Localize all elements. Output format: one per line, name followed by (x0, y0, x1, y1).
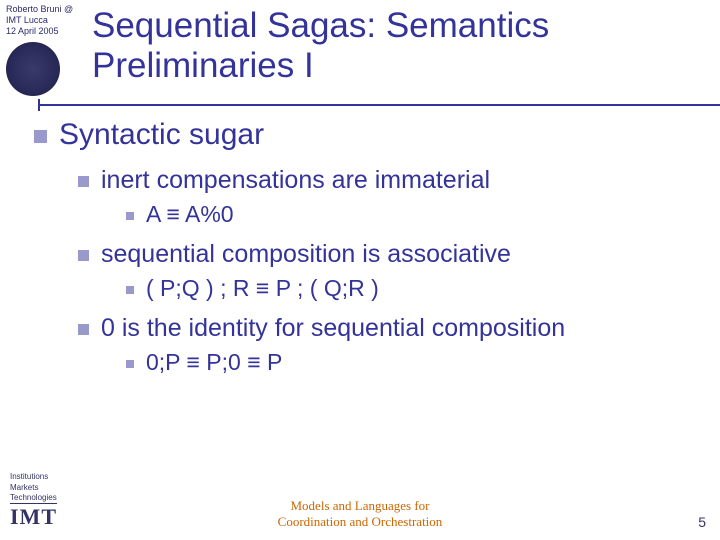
bullet-lvl3: A ≡ A%0 (126, 201, 700, 228)
footer-center-line: Models and Languages for (0, 498, 720, 514)
footer-inst-line: Markets (10, 483, 57, 492)
bullet-lvl2: 0 is the identity for sequential composi… (78, 314, 700, 343)
place-line: IMT Lucca (6, 15, 73, 26)
footer-inst-line: Institutions (10, 472, 57, 481)
content-area: Syntactic sugar inert compensations are … (34, 118, 700, 384)
author-meta: Roberto Bruni @ IMT Lucca 12 April 2005 (6, 4, 73, 36)
square-bullet-icon (78, 250, 89, 261)
square-bullet-icon (34, 130, 47, 143)
square-bullet-icon (126, 360, 134, 368)
bullet-lvl2: inert compensations are immaterial (78, 166, 700, 195)
page-number: 5 (698, 514, 706, 530)
bullet-lvl2: sequential composition is associative (78, 240, 700, 269)
title-rule (38, 104, 720, 106)
seal-icon (6, 42, 60, 96)
bullet-lvl3: 0;P ≡ P;0 ≡ P (126, 349, 700, 376)
lvl1-text: Syntactic sugar (59, 118, 264, 151)
square-bullet-icon (126, 286, 134, 294)
square-bullet-icon (78, 176, 89, 187)
lvl2-text: sequential composition is associative (101, 240, 511, 268)
square-bullet-icon (78, 324, 89, 335)
lvl3-text: ( P;Q ) ; R ≡ P ; ( Q;R ) (146, 275, 379, 301)
lvl2-text: 0 is the identity for sequential composi… (101, 314, 565, 342)
bullet-lvl3: ( P;Q ) ; R ≡ P ; ( Q;R ) (126, 275, 700, 302)
date-line: 12 April 2005 (6, 26, 73, 37)
author-line: Roberto Bruni @ (6, 4, 73, 15)
square-bullet-icon (126, 212, 134, 220)
lvl2-text: inert compensations are immaterial (101, 166, 490, 194)
bullet-lvl1: Syntactic sugar (34, 118, 700, 152)
footer-center-line: Coordination and Orchestration (0, 514, 720, 530)
lvl3-text: 0;P ≡ P;0 ≡ P (146, 349, 282, 375)
footer-center: Models and Languages for Coordination an… (0, 498, 720, 531)
slide-title: Sequential Sagas: Semantics Preliminarie… (92, 6, 710, 87)
lvl3-text: A ≡ A%0 (146, 201, 234, 227)
